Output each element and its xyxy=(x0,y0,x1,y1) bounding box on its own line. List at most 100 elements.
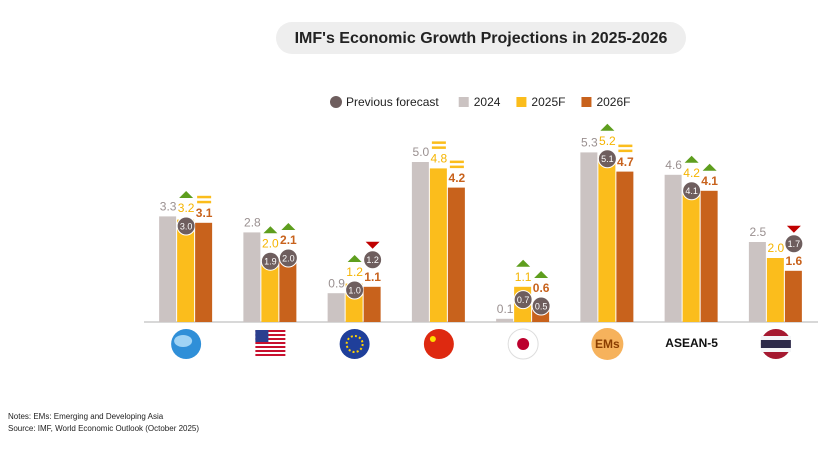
flag-th-blue xyxy=(760,340,791,348)
bar xyxy=(700,190,718,322)
revision-same xyxy=(618,149,633,153)
legend-marker xyxy=(458,97,469,107)
legend-label: 2026F xyxy=(596,95,630,109)
bar xyxy=(429,168,447,322)
category-icon xyxy=(507,328,539,360)
chart-title: IMF's Economic Growth Projections in 202… xyxy=(295,30,668,47)
category-icon xyxy=(171,329,202,359)
revision-same xyxy=(449,160,464,164)
value-label: 2.0 xyxy=(262,236,279,250)
revision-down xyxy=(786,225,801,233)
previous-forecast-label: 1.9 xyxy=(264,257,277,267)
revision-up xyxy=(516,259,531,267)
previous-forecast-label: 1.0 xyxy=(348,285,361,295)
value-label: 4.6 xyxy=(665,158,682,172)
title-pill xyxy=(276,22,686,54)
previous-forecast-marker xyxy=(278,248,298,268)
flag-stripe xyxy=(255,350,286,352)
previous-forecast-label: 4.1 xyxy=(685,186,698,196)
flag-canton xyxy=(255,330,269,342)
category-icon xyxy=(760,329,791,359)
previous-forecast-marker xyxy=(784,234,804,254)
value-label: 3.3 xyxy=(160,200,177,214)
previous-forecast-marker xyxy=(363,250,383,270)
bar xyxy=(279,254,297,322)
flag-eu xyxy=(339,329,370,359)
value-label: 4.2 xyxy=(449,171,466,185)
bar xyxy=(447,187,465,322)
revision-up xyxy=(179,191,194,198)
flag-cn xyxy=(423,329,454,359)
value-label: 2.0 xyxy=(768,241,785,255)
note: Notes: EMs: Emerging and Developing Asia xyxy=(8,412,164,421)
revision-up xyxy=(534,271,549,278)
value-label: 2.5 xyxy=(750,225,767,239)
category-badge xyxy=(591,328,624,360)
previous-forecast-label: 1.7 xyxy=(788,239,801,249)
bar xyxy=(784,270,802,322)
flag-stripe xyxy=(255,342,286,344)
legend-marker xyxy=(516,97,527,107)
bar xyxy=(363,286,381,322)
bar xyxy=(159,216,177,322)
bar xyxy=(177,219,195,322)
bar xyxy=(327,293,345,322)
revision-up xyxy=(347,255,362,262)
flag-jp-sun xyxy=(517,338,530,350)
category-icon xyxy=(339,329,370,359)
value-label: 1.1 xyxy=(364,270,381,284)
value-label: 3.2 xyxy=(178,201,195,215)
legend-label: 2024 xyxy=(474,95,501,109)
flag-stripe xyxy=(255,338,286,340)
value-label: 4.8 xyxy=(431,152,448,166)
note: Source: IMF, World Economic Outlook (Oct… xyxy=(8,424,199,433)
flag-stripe xyxy=(255,334,286,336)
bar xyxy=(243,232,261,322)
category-icon xyxy=(255,330,286,356)
value-label: 1.2 xyxy=(346,265,363,279)
revision-same xyxy=(197,195,212,199)
flag-cn-star xyxy=(429,336,436,342)
value-label: 5.2 xyxy=(599,134,616,148)
value-label: 5.3 xyxy=(581,136,598,150)
value-label: 0.9 xyxy=(328,276,345,290)
flag-stripe xyxy=(255,346,286,348)
revision-same xyxy=(618,144,633,148)
bar xyxy=(496,318,514,322)
previous-forecast-marker xyxy=(531,296,551,316)
flag-stripe xyxy=(255,354,286,356)
bar xyxy=(411,162,429,322)
value-label: 4.2 xyxy=(683,166,700,180)
revision-same xyxy=(431,141,446,144)
previous-forecast-label: 1.2 xyxy=(366,255,379,265)
category-icon xyxy=(423,329,454,359)
revision-down xyxy=(365,241,380,249)
bar xyxy=(748,242,766,322)
value-label: 2.1 xyxy=(280,233,297,247)
revision-same xyxy=(197,200,212,204)
value-label: 0.1 xyxy=(497,302,514,316)
legend-label: 2025F xyxy=(531,95,565,109)
revision-up xyxy=(600,123,615,131)
previous-forecast-label: 5.1 xyxy=(601,154,614,164)
legend-marker xyxy=(330,96,342,108)
bar xyxy=(195,222,213,322)
revision-same xyxy=(431,146,446,149)
previous-forecast-label: 0.5 xyxy=(535,301,548,311)
value-label: 1.6 xyxy=(786,254,803,268)
x-tick-label: ASEAN-5 xyxy=(665,336,718,350)
revision-up xyxy=(263,226,278,234)
revision-same xyxy=(449,165,464,169)
bar xyxy=(598,155,616,322)
previous-forecast-label: 0.7 xyxy=(517,295,530,305)
bar xyxy=(616,171,634,322)
previous-forecast-marker xyxy=(513,290,533,310)
flag-stripe xyxy=(255,330,286,332)
revision-up xyxy=(684,155,699,163)
value-label: 2.8 xyxy=(244,216,261,230)
previous-forecast-marker xyxy=(597,149,617,169)
globe-land xyxy=(174,335,193,347)
flag-eu-stars xyxy=(345,335,364,353)
bar xyxy=(664,174,682,322)
